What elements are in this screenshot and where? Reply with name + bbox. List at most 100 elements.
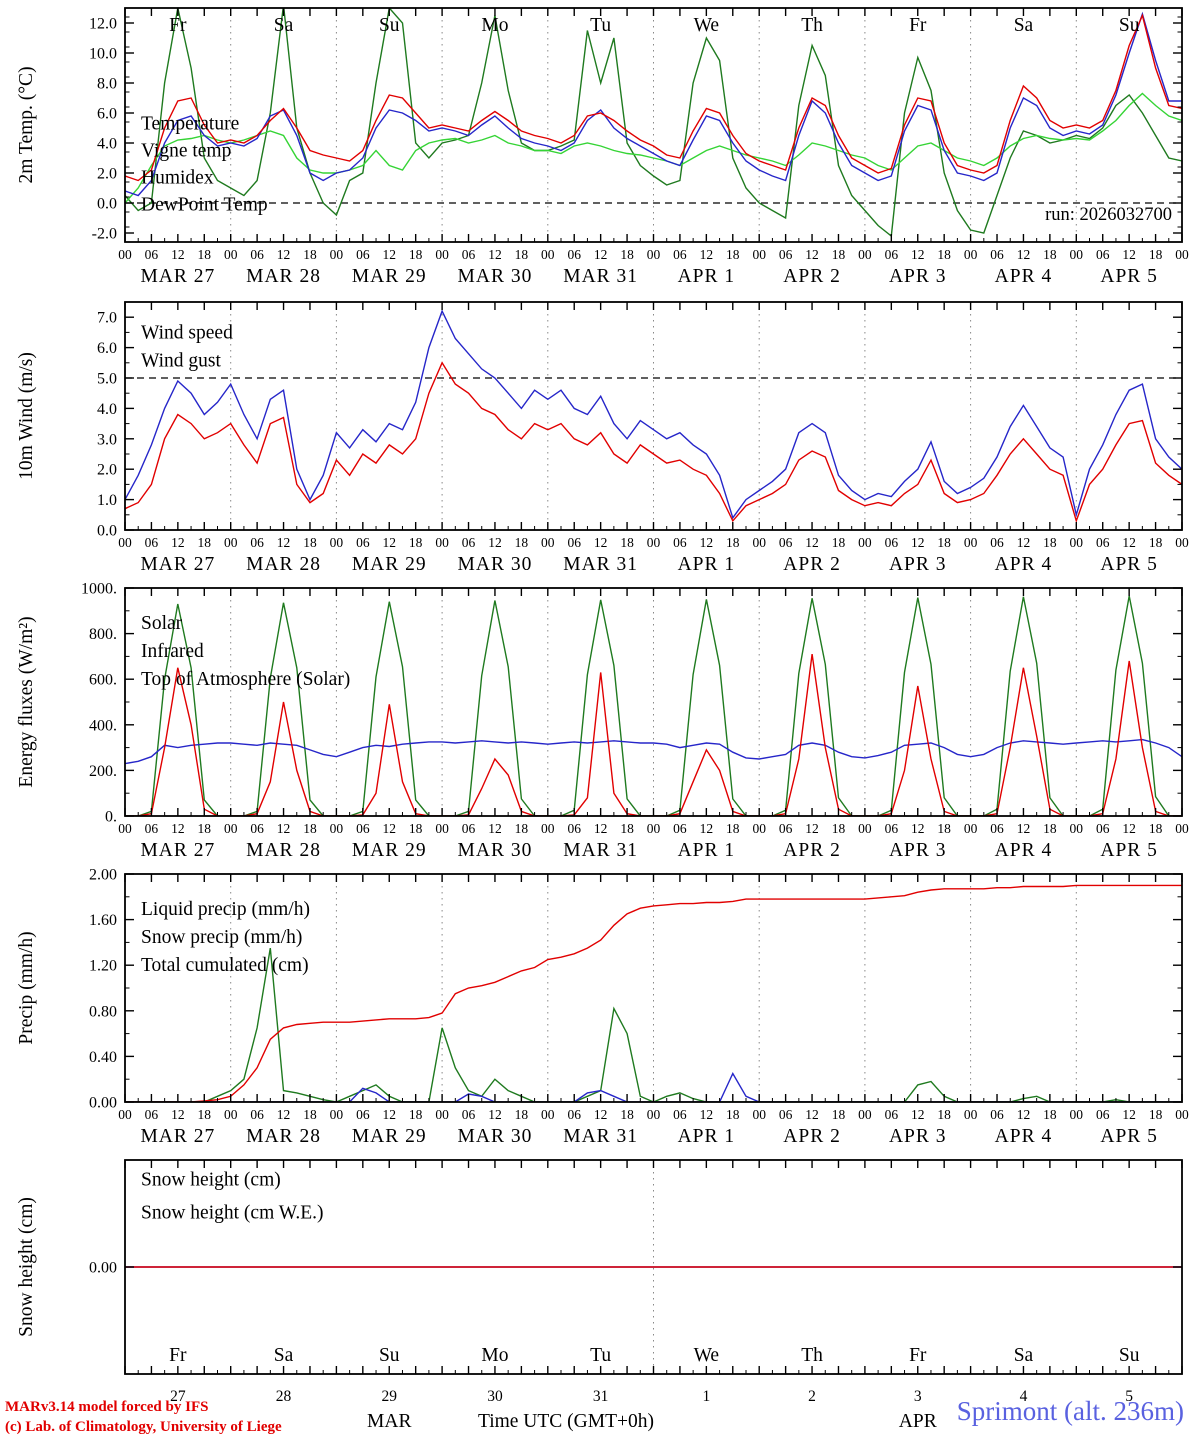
- hour-tick-label: 00: [647, 821, 661, 836]
- weekday-label: Su: [379, 1345, 400, 1366]
- hour-tick-label: 06: [567, 821, 581, 836]
- hour-tick-label: 00: [435, 247, 449, 262]
- hour-tick-label: 18: [726, 535, 740, 550]
- hour-tick-label: 18: [726, 247, 740, 262]
- hour-tick-label: 12: [171, 1107, 185, 1122]
- hour-tick-label: 18: [198, 821, 212, 836]
- weekday-label: Fr: [909, 1345, 927, 1366]
- hour-tick-label: 00: [1070, 1107, 1084, 1122]
- y-tick-label: 1000.: [81, 581, 117, 598]
- hour-tick-label: 12: [1122, 247, 1136, 262]
- hour-tick-label: 06: [567, 247, 581, 262]
- date-label: 5: [1125, 1388, 1133, 1405]
- day-label: MAR 29: [352, 554, 427, 575]
- hour-tick-label: 06: [779, 821, 793, 836]
- y-axis-label: Energy fluxes (W/m²): [16, 616, 37, 787]
- hour-tick-label: 18: [303, 1107, 317, 1122]
- hour-tick-label: 12: [1017, 535, 1031, 550]
- day-label: APR 4: [995, 554, 1053, 575]
- station-label: Sprimont (alt. 236m): [956, 1396, 1184, 1426]
- hour-tick-label: 12: [171, 247, 185, 262]
- hour-tick-label: 18: [726, 1107, 740, 1122]
- hour-tick-label: 00: [330, 821, 344, 836]
- day-label: APR 2: [783, 1126, 841, 1147]
- hour-tick-label: 00: [647, 1107, 661, 1122]
- day-label: APR 3: [889, 266, 947, 287]
- y-tick-label: -2.0: [92, 226, 117, 243]
- hour-tick-label: 18: [620, 821, 634, 836]
- hour-tick-label: 06: [673, 821, 687, 836]
- hour-tick-label: 00: [118, 535, 132, 550]
- weekday-label: Sa: [1014, 15, 1034, 36]
- hour-tick-label: 06: [885, 1107, 899, 1122]
- y-tick-label: 1.60: [89, 912, 117, 929]
- legend-wind-speed: Wind speed: [141, 322, 233, 343]
- day-label: MAR 27: [140, 554, 215, 575]
- hour-tick-label: 00: [858, 247, 872, 262]
- hour-tick-label: 18: [1043, 1107, 1057, 1122]
- series-humidex: [125, 11, 1182, 197]
- hour-tick-label: 06: [462, 535, 476, 550]
- hour-tick-label: 12: [1017, 247, 1031, 262]
- wind-chart: 0.0 1.0 2.0 3.0 4.0 5.0 6.0 7.0 00 06 12 18 00 06 12 18…: [16, 301, 1189, 575]
- y-tick-label: 6.0: [97, 340, 117, 357]
- precip-chart: 0.00 0.40 0.80 1.20 1.60 2.00 00 06 12 18 00 06 12 18…: [16, 867, 1189, 1148]
- x-axis-title: Time UTC (GMT+0h): [478, 1411, 654, 1432]
- hour-tick-label: 06: [250, 1107, 264, 1122]
- legend-total-cumulated-cm-: Total cumulated (cm): [141, 955, 309, 976]
- hour-tick-label: 18: [1149, 535, 1163, 550]
- date-label: 30: [487, 1388, 503, 1405]
- hour-tick-label: 18: [832, 247, 846, 262]
- day-label: MAR 27: [140, 840, 215, 861]
- hour-tick-label: 12: [488, 535, 502, 550]
- y-axis-label: 2m Temp. (°C): [16, 66, 37, 183]
- day-label: APR 4: [995, 1126, 1053, 1147]
- hour-tick-label: 18: [409, 1107, 423, 1122]
- legend-snow-height-cm-w-e-: Snow height (cm W.E.): [141, 1203, 324, 1224]
- day-label: APR 5: [1100, 266, 1158, 287]
- series-temperature: [125, 13, 1182, 182]
- weekday-label: Mo: [481, 1345, 508, 1366]
- hour-tick-label: 00: [1175, 1107, 1189, 1122]
- hour-tick-label: 12: [1017, 821, 1031, 836]
- day-label: APR 1: [678, 840, 736, 861]
- y-axis-label: Snow height (cm): [16, 1197, 37, 1337]
- legend-vigne-temp: Vigne temp: [141, 141, 231, 162]
- hour-tick-label: 06: [1096, 247, 1110, 262]
- hour-tick-label: 00: [435, 535, 449, 550]
- y-tick-label: 4.0: [97, 136, 117, 153]
- hour-tick-label: 12: [700, 535, 714, 550]
- weekday-label: Fr: [169, 1345, 187, 1366]
- hour-tick-label: 12: [383, 821, 397, 836]
- y-axis-label: 10m Wind (m/s): [16, 352, 37, 480]
- hour-tick-label: 06: [356, 821, 370, 836]
- day-label: MAR 31: [563, 1126, 638, 1147]
- month-label-mar: MAR: [367, 1411, 411, 1432]
- series-top-of-atmosphere-solar: [125, 595, 1182, 816]
- hour-tick-label: 18: [303, 535, 317, 550]
- y-tick-label: 3.0: [97, 431, 117, 448]
- hour-tick-label: 12: [277, 821, 291, 836]
- hour-tick-label: 00: [647, 535, 661, 550]
- hour-tick-label: 00: [224, 247, 238, 262]
- weekday-label: Su: [379, 15, 400, 36]
- hour-tick-label: 06: [1096, 535, 1110, 550]
- hour-tick-label: 06: [567, 1107, 581, 1122]
- hour-tick-label: 06: [145, 247, 159, 262]
- hour-tick-label: 18: [198, 535, 212, 550]
- hour-tick-label: 18: [515, 1107, 529, 1122]
- day-label: APR 5: [1100, 840, 1158, 861]
- series-solar: [125, 654, 1182, 816]
- series-wind-gust: [125, 309, 1182, 520]
- legend-top-of-atmosphere-solar-: Top of Atmosphere (Solar): [141, 669, 350, 690]
- hour-tick-label: 18: [515, 247, 529, 262]
- hour-tick-label: 18: [198, 247, 212, 262]
- hour-tick-label: 00: [224, 535, 238, 550]
- hour-tick-label: 18: [620, 1107, 634, 1122]
- day-label: MAR 31: [563, 840, 638, 861]
- series-liquid-precip: [125, 947, 1182, 1102]
- weekday-label: Fr: [909, 15, 927, 36]
- weekday-label: Su: [1119, 15, 1140, 36]
- hour-tick-label: 18: [1149, 247, 1163, 262]
